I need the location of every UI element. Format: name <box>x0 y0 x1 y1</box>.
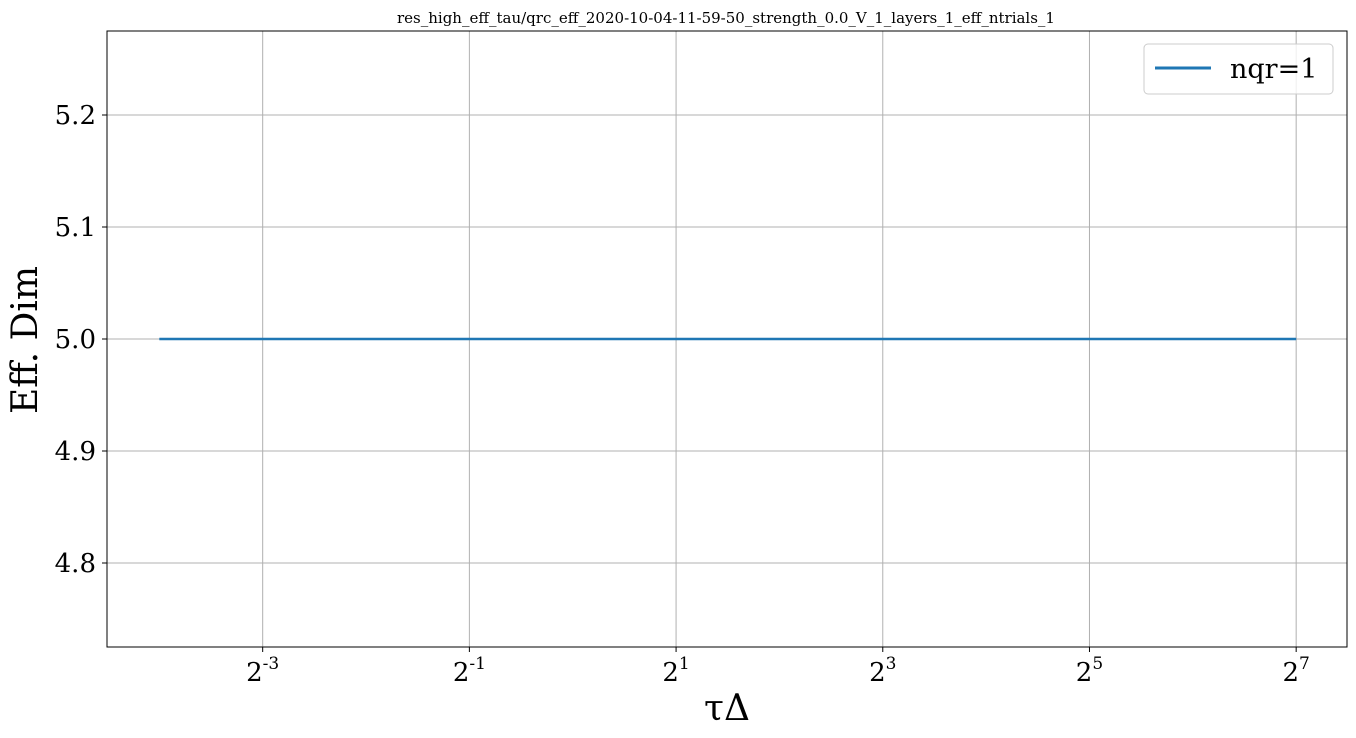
x-tick-label: 2-3 <box>246 654 279 688</box>
y-tick-label: 5.0 <box>55 325 96 355</box>
y-tick-label: 4.9 <box>55 437 96 467</box>
x-tick-label: 23 <box>869 654 896 688</box>
y-tick-label: 5.2 <box>55 101 96 131</box>
x-axis-label: τΔ <box>704 688 750 729</box>
chart-title: res_high_eff_tau/qrc_eff_2020-10-04-11-5… <box>397 9 1055 27</box>
legend-label: nqr=1 <box>1230 54 1317 85</box>
x-tick-label: 25 <box>1076 654 1103 688</box>
y-tick-label: 5.1 <box>55 213 96 243</box>
axis-ticks: 2-3 2-1 21 23 25 27 4.8 4.9 5.0 5.1 5.2 <box>55 101 1310 688</box>
legend: nqr=1 <box>1143 43 1334 95</box>
x-tick-label: 27 <box>1282 654 1309 688</box>
y-axis-label: Eff. Dim <box>5 266 46 414</box>
x-tick-label: 21 <box>662 654 689 688</box>
y-tick-label: 4.8 <box>55 549 96 579</box>
x-tick-label: 2-1 <box>453 654 486 688</box>
legend-box <box>1143 43 1334 95</box>
